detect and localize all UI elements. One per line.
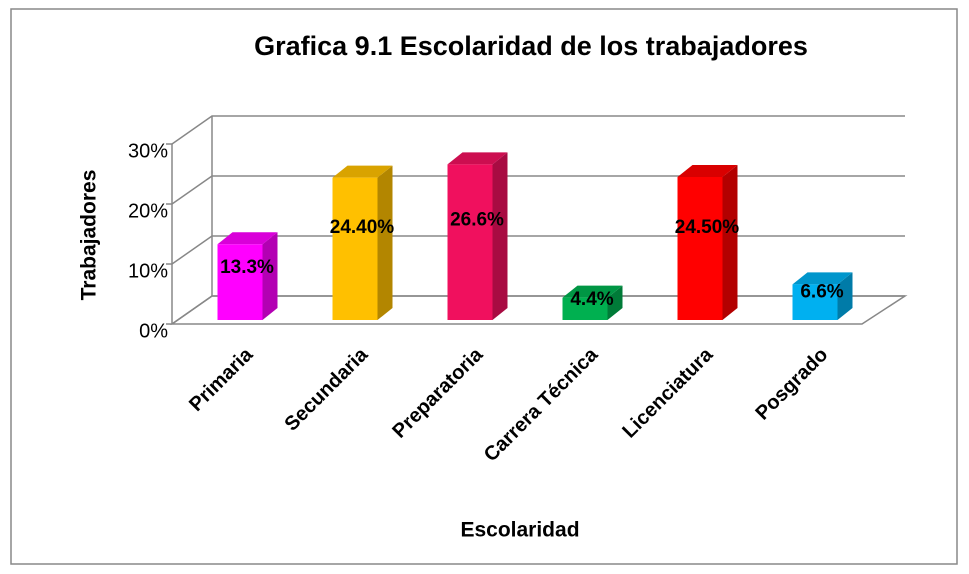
bar-front: [447, 164, 493, 320]
y-tick-label: 0%: [139, 320, 168, 342]
bar-front: [217, 244, 263, 320]
bar: [332, 165, 393, 320]
bar-side: [722, 165, 738, 320]
bar-side: [837, 272, 853, 320]
y-tick-label: 30%: [128, 140, 168, 162]
bar-side: [492, 152, 508, 320]
bar-front: [562, 297, 608, 320]
bar-top: [792, 272, 853, 285]
chart-title: Grafica 9.1 Escolaridad de los trabajado…: [254, 31, 808, 61]
grid-line: [171, 115, 905, 145]
bar-front: [332, 177, 378, 320]
bar-top: [677, 165, 738, 177]
grid-line: [171, 175, 905, 205]
bar: [562, 285, 623, 320]
data-label: 6.6%: [800, 281, 843, 302]
x-axis-title: Escolaridad: [460, 519, 579, 542]
bar: [792, 272, 853, 320]
data-label: 24.40%: [330, 217, 395, 238]
bar-side: [262, 232, 278, 320]
bar-top: [562, 285, 623, 298]
data-label: 4.4%: [570, 289, 613, 310]
bar: [677, 165, 738, 320]
data-label: 13.3%: [220, 257, 274, 278]
y-tick-label: 20%: [128, 200, 168, 222]
y-tick-label: 10%: [128, 260, 168, 282]
data-label: 26.6%: [450, 209, 504, 230]
bar: [447, 152, 508, 320]
bar-side: [377, 165, 393, 320]
bar-top: [332, 165, 393, 178]
bar-side: [607, 285, 623, 320]
bar-top: [447, 152, 508, 165]
data-label: 24.50%: [675, 217, 740, 238]
bar-front: [677, 177, 723, 320]
bar-top: [217, 232, 278, 245]
bar: [217, 232, 278, 320]
y-axis-title: Trabajadores: [78, 170, 101, 301]
bar-front: [792, 284, 838, 320]
grid-line: [171, 295, 905, 325]
grid-line: [171, 235, 905, 265]
